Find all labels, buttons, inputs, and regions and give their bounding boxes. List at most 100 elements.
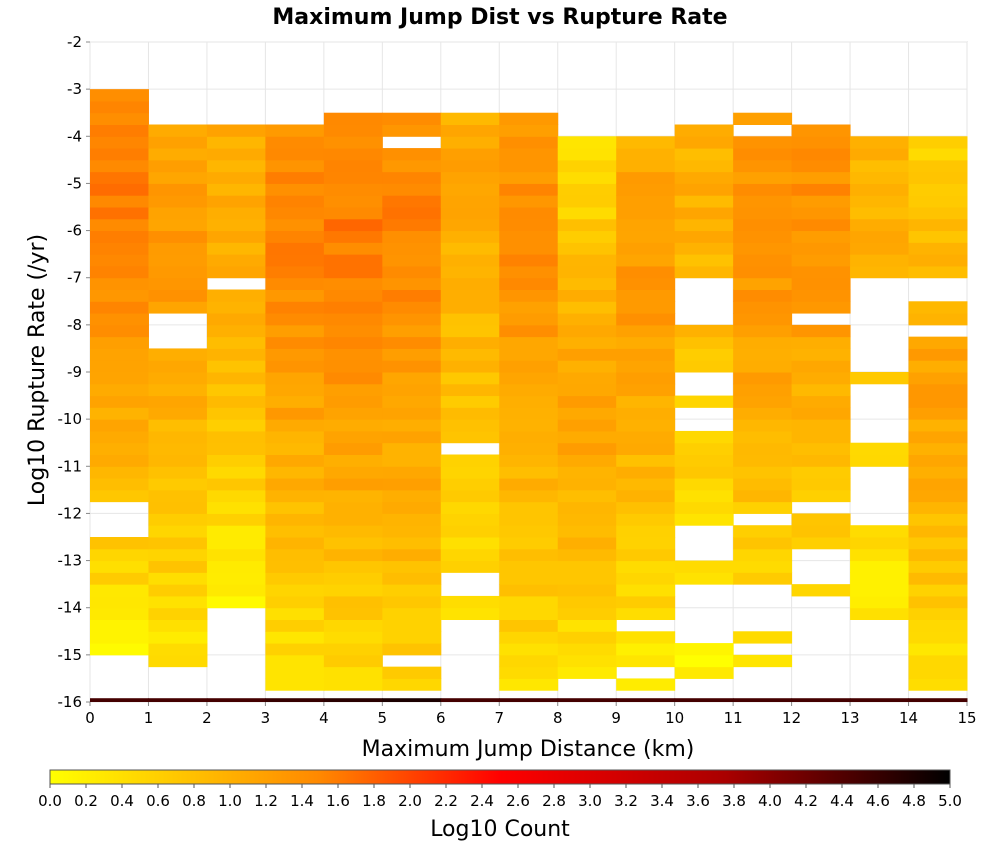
heatmap-cell <box>323 207 383 220</box>
heatmap-cell <box>733 183 793 196</box>
heatmap-cell <box>674 442 734 455</box>
heatmap-cell <box>616 301 676 314</box>
heatmap-cell <box>616 501 676 514</box>
heatmap-cell <box>90 395 149 408</box>
heatmap-cell <box>206 218 266 232</box>
heatmap-cell <box>733 254 793 267</box>
heatmap-cell <box>733 631 793 644</box>
heatmap-cell <box>323 395 383 408</box>
heatmap-cell <box>440 277 500 290</box>
heatmap-cell <box>791 407 851 420</box>
heatmap-cell <box>382 560 442 573</box>
heatmap-cell <box>674 254 734 267</box>
heatmap-cell <box>908 595 968 609</box>
heatmap-cell <box>148 183 208 196</box>
heatmap-cell <box>90 254 149 267</box>
heatmap-cell <box>674 501 734 514</box>
heatmap-cell <box>382 643 442 656</box>
y-tick-label: -5 <box>67 174 82 192</box>
heatmap-cell <box>265 643 325 656</box>
heatmap-cell <box>557 430 617 444</box>
heatmap-cell <box>90 372 149 385</box>
heatmap-cell <box>382 501 442 514</box>
heatmap-cell <box>265 372 325 385</box>
heatmap-cell <box>499 643 559 656</box>
heatmap-cell <box>90 289 149 302</box>
heatmap-cell <box>148 124 208 137</box>
heatmap-cell <box>206 560 266 573</box>
heatmap-cell <box>148 454 208 467</box>
heatmap-cell <box>850 159 910 173</box>
heatmap-cell <box>206 289 266 302</box>
y-tick-label: -11 <box>58 457 83 475</box>
heatmap-cell <box>206 124 266 137</box>
heatmap-cell <box>499 324 559 338</box>
heatmap-cell <box>148 595 208 609</box>
heatmap-cell <box>908 501 968 514</box>
heatmap-cell <box>440 360 500 373</box>
heatmap-cell <box>323 501 383 514</box>
heatmap-cell <box>850 442 910 455</box>
heatmap-cell <box>90 607 149 620</box>
x-tick-label: 12 <box>782 709 801 727</box>
heatmap-cell <box>148 442 208 455</box>
heatmap-cell <box>850 254 910 267</box>
x-tick-label: 13 <box>841 709 860 727</box>
heatmap-cell <box>791 242 851 255</box>
heatmap-cell <box>791 489 851 503</box>
heatmap-cell <box>908 136 968 149</box>
heatmap-cell <box>323 454 383 467</box>
heatmap-cell <box>382 336 442 349</box>
heatmap-cell <box>323 230 383 243</box>
heatmap-cell <box>616 171 676 184</box>
heatmap-cell <box>791 254 851 267</box>
heatmap-cell <box>674 136 734 149</box>
heatmap-cell <box>499 678 559 691</box>
heatmap-cell <box>148 631 208 644</box>
y-tick-label: -6 <box>67 222 82 240</box>
heatmap-cell <box>382 301 442 314</box>
heatmap-cell <box>323 254 383 267</box>
heatmap-cell <box>733 195 793 208</box>
heatmap-cell <box>850 195 910 208</box>
heatmap-cell <box>557 654 617 668</box>
heatmap-cell <box>148 607 208 620</box>
heatmap-cell <box>850 136 910 149</box>
heatmap-cell <box>440 478 500 491</box>
x-tick-label: 7 <box>494 709 504 727</box>
heatmap-cell <box>440 607 500 620</box>
heatmap-cell <box>908 537 968 550</box>
heatmap-cell <box>206 207 266 220</box>
heatmap-cell <box>206 159 266 173</box>
heatmap-cell <box>616 631 676 644</box>
colorbar-tick-label: 0.6 <box>146 792 170 810</box>
heatmap-cell <box>616 513 676 526</box>
colorbar-tick-label: 4.4 <box>830 792 854 810</box>
heatmap-cell <box>323 265 383 279</box>
heatmap-cell <box>791 159 851 173</box>
heatmap-cell <box>791 124 851 137</box>
heatmap-cell <box>616 466 676 479</box>
heatmap-cell <box>323 336 383 349</box>
heatmap-cell <box>90 595 149 609</box>
heatmap-cell <box>440 336 500 349</box>
heatmap-cell <box>148 254 208 267</box>
heatmap-cell <box>850 242 910 255</box>
heatmap-cell <box>148 218 208 232</box>
heatmap-cell <box>265 548 325 562</box>
heatmap-cell <box>674 230 734 243</box>
heatmap-cell <box>499 159 559 173</box>
heatmap-cell <box>499 548 559 562</box>
heatmap-cell <box>557 525 617 538</box>
heatmap-cell <box>382 678 442 691</box>
heatmap-cell <box>440 489 500 503</box>
heatmap-cell <box>557 501 617 514</box>
heatmap-cell <box>557 336 617 349</box>
heatmap-cell <box>616 595 676 609</box>
heatmap-cell <box>265 654 325 668</box>
heatmap-cell <box>791 348 851 361</box>
heatmap-cell <box>440 112 500 125</box>
heatmap-cell <box>499 336 559 349</box>
heatmap-cell <box>733 207 793 220</box>
colorbar-tick-label: 4.8 <box>902 792 926 810</box>
